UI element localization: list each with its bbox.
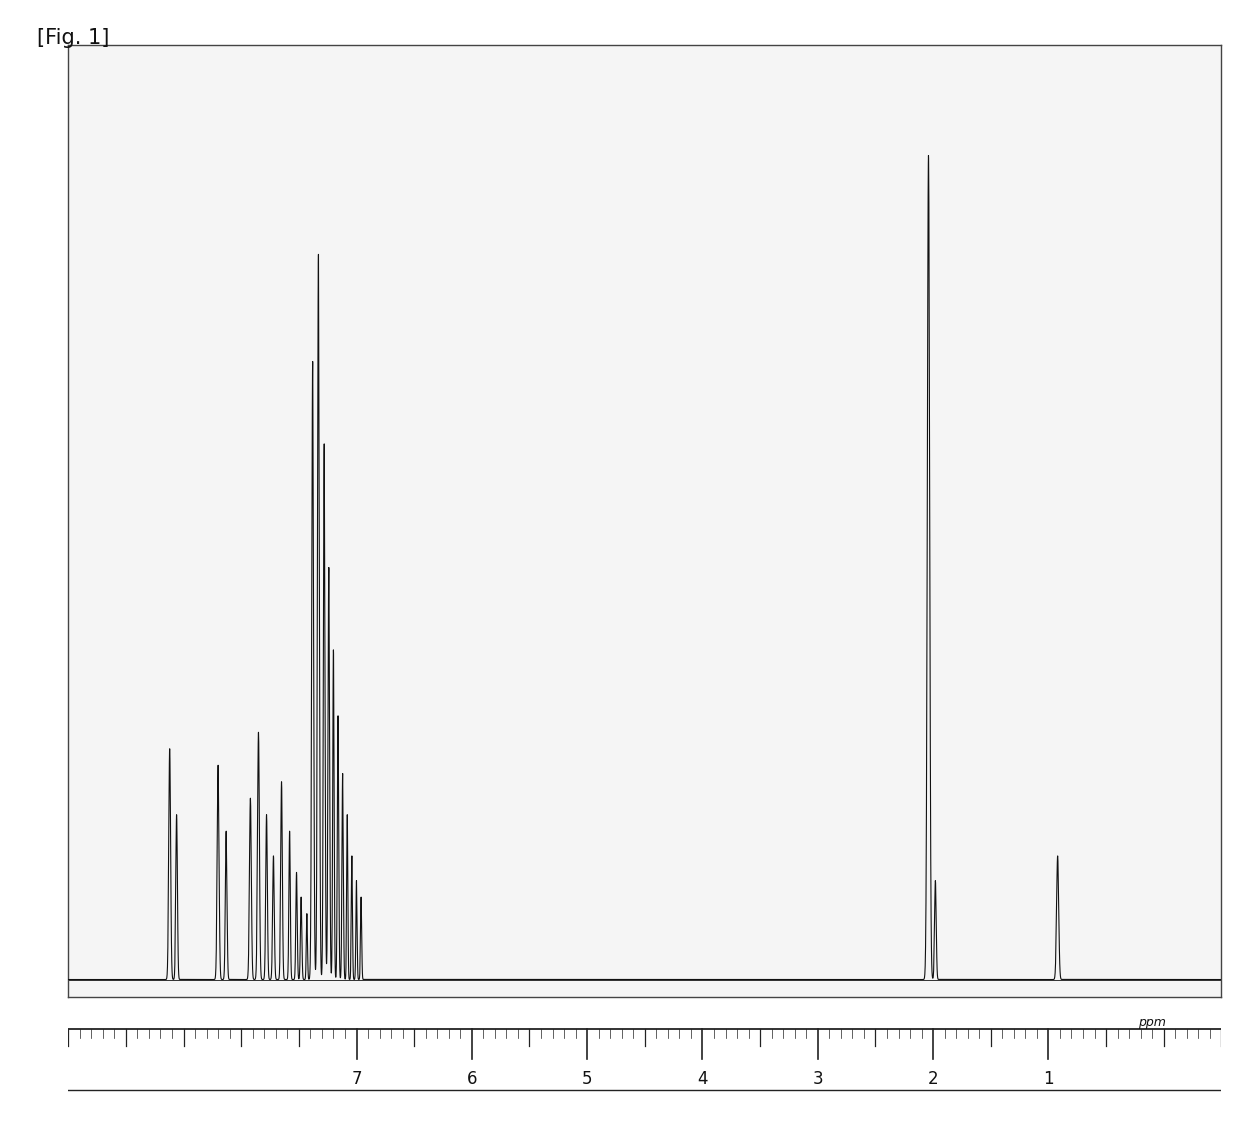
Text: 5: 5 (582, 1071, 593, 1089)
Text: 2: 2 (928, 1071, 939, 1089)
Text: 3: 3 (812, 1071, 823, 1089)
Text: 7: 7 (351, 1071, 362, 1089)
Text: 6: 6 (466, 1071, 477, 1089)
Text: 1: 1 (1043, 1071, 1054, 1089)
Text: 4: 4 (697, 1071, 708, 1089)
Text: ppm: ppm (1138, 1016, 1166, 1029)
Text: [Fig. 1]: [Fig. 1] (37, 28, 109, 48)
